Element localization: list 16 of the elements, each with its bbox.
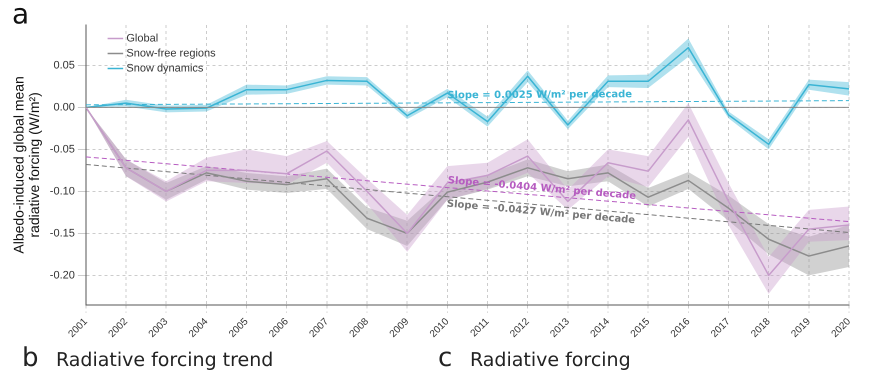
- annotation: Slope = -0.0427 W/m² per decade: [446, 198, 636, 226]
- text: c: [438, 343, 452, 373]
- legend-label: Snow-free regions: [126, 48, 216, 60]
- text: Radiative forcing: [470, 349, 631, 371]
- y-tick-label: -0.05: [50, 143, 75, 156]
- y-tick-label: 0.05: [53, 59, 75, 72]
- y-tick-label: -0.10: [50, 185, 75, 198]
- text: Radiative forcing trend: [56, 349, 274, 371]
- chart-title: a: [12, 0, 30, 30]
- legend-label: Global: [126, 32, 158, 45]
- y-tick-label: 0.00: [53, 101, 75, 114]
- y-axis-title: Albedo-induced global mean radiative forcing (W/m²): [10, 76, 42, 254]
- y-tick-label: -0.15: [50, 227, 75, 240]
- text: b: [22, 343, 39, 373]
- legend-label: Snow dynamics: [126, 62, 204, 75]
- y-tick-label: -0.20: [50, 269, 75, 282]
